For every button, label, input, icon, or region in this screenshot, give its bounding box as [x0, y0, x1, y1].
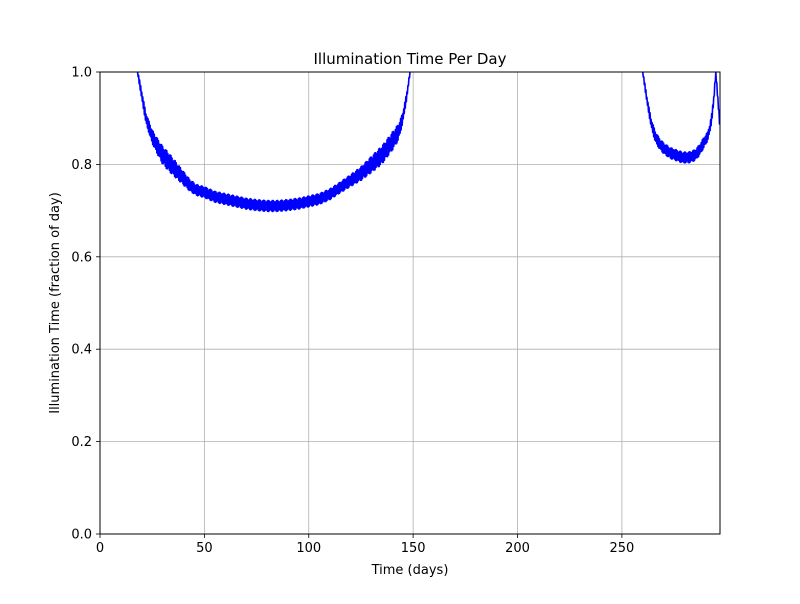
- x-axis-ticks: 0 50 100 150 200 250: [96, 534, 634, 556]
- x-tick-label: 50: [196, 541, 213, 556]
- y-tick-label: 0.8: [71, 158, 92, 173]
- y-tick-label: 0.2: [71, 435, 92, 450]
- plot-area: [100, 72, 720, 534]
- y-tick-label: 0.6: [71, 250, 92, 265]
- plot-frame: [99, 71, 721, 535]
- y-tick-label: 1.0: [71, 66, 92, 81]
- x-tick-label: 200: [505, 541, 530, 556]
- series-layer: [136, 72, 720, 213]
- y-axis-label: Illumination Time (fraction of day): [48, 192, 63, 414]
- y-tick-label: 0.4: [71, 343, 92, 358]
- x-tick-label: 100: [296, 541, 321, 556]
- chart-title: Illumination Time Per Day: [313, 50, 506, 68]
- y-axis-ticks: 0.0 0.2 0.4 0.6 0.8 1.0: [71, 66, 100, 543]
- grid-lines: [99, 71, 720, 535]
- y-tick-label: 0.0: [71, 528, 92, 543]
- x-tick-label: 150: [401, 541, 426, 556]
- x-axis-label: Time (days): [371, 563, 449, 578]
- x-tick-label: 0: [96, 541, 104, 556]
- series-line: [136, 72, 411, 213]
- x-tick-label: 250: [609, 541, 634, 556]
- series-line: [641, 72, 720, 164]
